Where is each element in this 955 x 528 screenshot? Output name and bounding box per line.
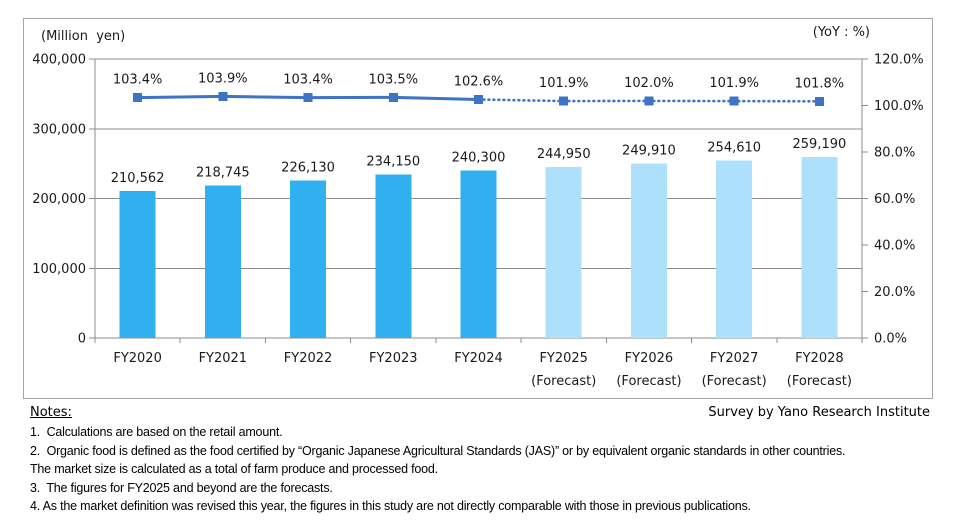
x-axis-label: FY2028 xyxy=(795,351,844,366)
left-axis-tick-label: 400,000 xyxy=(32,53,86,68)
notes-header: Notes: Survey by Yano Research Institute xyxy=(30,404,930,422)
bar xyxy=(119,191,156,338)
yoy-value-label: 101.9% xyxy=(709,76,759,91)
yoy-value-label: 103.4% xyxy=(283,73,333,88)
yoy-marker xyxy=(133,93,143,103)
yoy-value-label: 101.9% xyxy=(539,76,589,91)
bar xyxy=(801,157,838,338)
bar xyxy=(290,180,327,338)
yoy-marker xyxy=(814,96,824,106)
x-axis-label: FY2021 xyxy=(199,351,248,366)
left-axis-tick-label: 300,000 xyxy=(32,122,86,137)
note-line-2: 2. Organic food is defined as the food c… xyxy=(30,443,846,458)
right-axis-tick-label: 20.0% xyxy=(874,285,915,300)
x-axis-label: FY2020 xyxy=(113,351,162,366)
right-axis-tick-label: 80.0% xyxy=(874,146,915,161)
yoy-marker xyxy=(303,93,313,103)
bar-value-label: 234,150 xyxy=(366,155,420,170)
yoy-marker xyxy=(388,92,398,102)
bar xyxy=(545,167,582,338)
bar-value-label: 254,610 xyxy=(707,140,761,155)
bar-value-label: 259,190 xyxy=(793,137,847,152)
note-line-1: 1. Calculations are based on the retail … xyxy=(30,425,283,439)
x-axis-label: FY2025 xyxy=(539,351,588,366)
x-axis-label: FY2027 xyxy=(710,351,759,366)
yoy-marker xyxy=(218,91,228,101)
yoy-value-label: 102.0% xyxy=(624,76,674,91)
chart-frame: 400,000 300,000 200,000 100,000 0 120.0% 100.0… xyxy=(23,18,933,399)
right-axis-tick-label: 100.0% xyxy=(874,99,924,114)
notes-title: Notes: xyxy=(30,405,72,420)
right-axis-tick-label: 0.0% xyxy=(874,332,907,347)
bar xyxy=(460,170,497,338)
bar-value-label: 226,130 xyxy=(281,160,335,175)
left-axis-title: (Million yen) xyxy=(41,29,126,44)
yoy-value-label: 101.8% xyxy=(795,76,845,91)
yoy-value-label: 103.4% xyxy=(113,73,163,88)
right-axis-tick-label: 120.0% xyxy=(874,53,924,68)
bar xyxy=(716,160,753,338)
right-axis-tick-label: 40.0% xyxy=(874,239,915,254)
yoy-marker xyxy=(729,96,739,106)
bar-value-label: 218,745 xyxy=(196,165,250,180)
yoy-value-label: 103.9% xyxy=(198,71,248,86)
note-line-3: 3. The figures for FY2025 and beyond are… xyxy=(30,480,333,495)
bar xyxy=(375,174,412,338)
yoy-value-label: 103.5% xyxy=(368,72,418,87)
right-axis-title: (YoY : %) xyxy=(812,25,870,40)
yoy-value-label: 102.6% xyxy=(454,74,504,89)
bar xyxy=(630,163,667,338)
bar-value-label: 210,562 xyxy=(111,171,165,186)
bar-value-label: 240,300 xyxy=(452,150,506,165)
chart-canvas: 400,000 300,000 200,000 100,000 0 120.0% 100.0… xyxy=(32,53,924,390)
x-axis-label: FY2022 xyxy=(284,351,333,366)
note-line-4: 4. As the market definition was revised … xyxy=(30,499,751,513)
left-axis-tick-label: 0 xyxy=(78,332,86,347)
bar xyxy=(204,185,241,338)
left-axis-tick-label: 100,000 xyxy=(32,262,86,277)
yoy-marker xyxy=(559,96,569,106)
x-axis-label: FY2023 xyxy=(369,351,418,366)
yoy-marker xyxy=(644,96,654,106)
left-axis-tick-label: 200,000 xyxy=(32,192,86,207)
x-axis-sublabel: (Forecast) xyxy=(787,374,852,389)
survey-credit: Survey by Yano Research Institute xyxy=(708,405,930,420)
x-axis-sublabel: (Forecast) xyxy=(616,374,681,389)
bar-value-label: 244,950 xyxy=(537,147,591,162)
x-axis-label: FY2026 xyxy=(625,351,674,366)
note-line-2-cont: The market size is calculated as a total… xyxy=(30,462,438,476)
yoy-marker xyxy=(474,94,483,104)
x-axis-sublabel: (Forecast) xyxy=(702,374,767,389)
right-axis-tick-label: 60.0% xyxy=(874,192,915,207)
notes-section: Notes: Survey by Yano Research Institute… xyxy=(30,404,930,516)
x-axis-label: FY2024 xyxy=(454,351,503,366)
x-axis-sublabel: (Forecast) xyxy=(531,374,596,389)
bar-value-label: 249,910 xyxy=(622,144,676,159)
